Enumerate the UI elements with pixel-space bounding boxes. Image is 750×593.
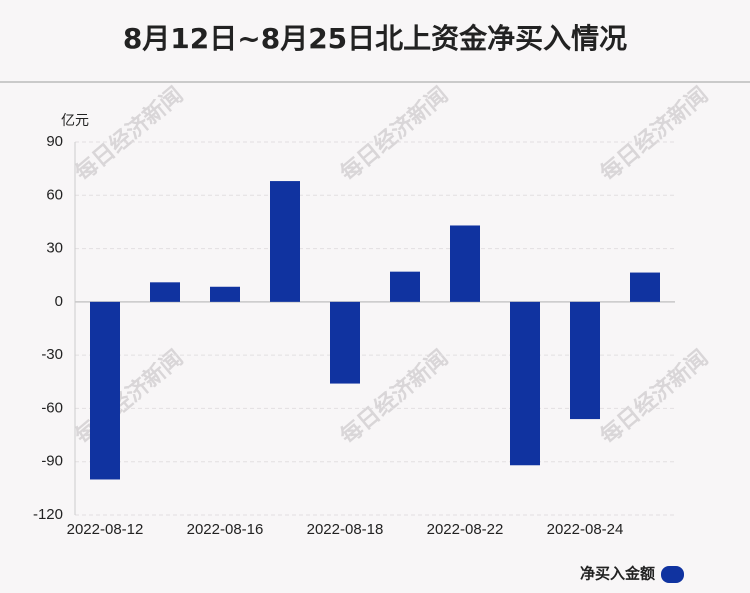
bar — [330, 301, 360, 384]
y-tick-label: -120 — [33, 506, 63, 523]
legend-swatch — [661, 566, 684, 583]
bar — [90, 301, 120, 480]
chart-title: 8月12日~8月25日北上资金净买入情况 — [123, 22, 627, 55]
x-tick-label: 2022-08-12 — [67, 521, 144, 538]
y-tick-label: 30 — [46, 240, 63, 257]
legend-label: 净买入金额 — [580, 565, 655, 583]
bar — [270, 181, 300, 302]
x-tick-label: 2022-08-24 — [547, 521, 624, 538]
bar — [390, 271, 420, 302]
bar — [510, 301, 540, 466]
bar — [210, 286, 240, 302]
bar — [570, 301, 600, 420]
y-tick-label: 0 — [55, 293, 63, 310]
y-tick-label: -60 — [41, 399, 63, 416]
x-tick-label: 2022-08-18 — [307, 521, 384, 538]
x-tick-label: 2022-08-16 — [187, 521, 264, 538]
x-tick-label: 2022-08-22 — [427, 521, 504, 538]
bar — [630, 272, 660, 302]
y-tick-label: 60 — [46, 186, 63, 203]
y-axis-label: 亿元 — [61, 113, 89, 129]
bar — [450, 225, 480, 302]
y-tick-label: -90 — [41, 453, 63, 470]
y-tick-label: 90 — [46, 133, 63, 150]
y-tick-label: -30 — [41, 346, 63, 363]
bar — [150, 282, 180, 302]
